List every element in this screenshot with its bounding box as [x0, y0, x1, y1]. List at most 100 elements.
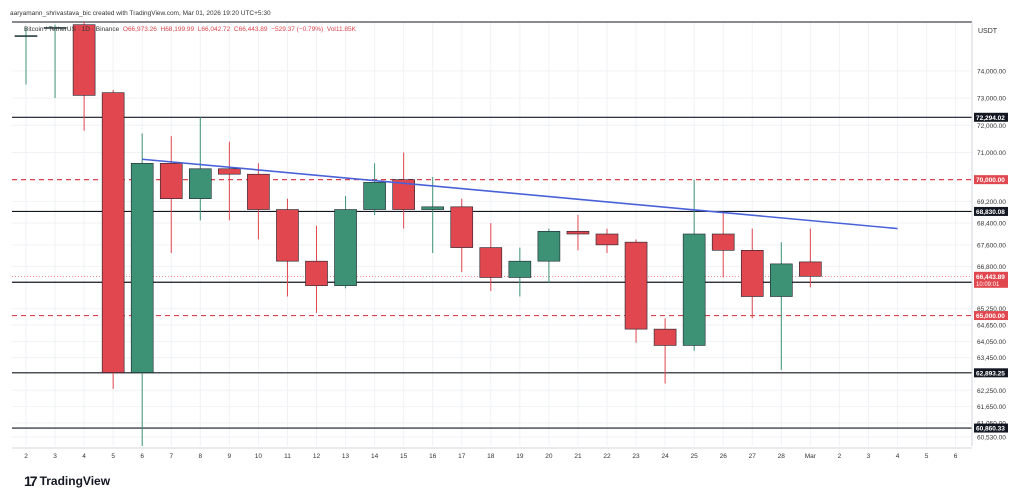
candle-body-3 — [101, 92, 125, 373]
candle-body-4 — [130, 163, 154, 373]
tradingview-logo-text: TradingView — [39, 474, 111, 488]
legend-open: O66,973.26 — [122, 26, 157, 33]
resistance-trendline — [142, 158, 898, 230]
candle-body-17 — [508, 260, 532, 278]
candle-body-11 — [334, 209, 357, 286]
currency-unit: USDT — [978, 28, 998, 35]
y-tick-label-12: 62,250.00 — [977, 388, 1006, 395]
candle-body-9 — [276, 209, 299, 262]
x-tick-label-10: 12 — [313, 453, 321, 460]
candle-body-20 — [595, 233, 619, 246]
x-tick-label-15: 17 — [458, 453, 466, 460]
candle-body-19 — [566, 230, 590, 235]
last-price-tag: 66,443.89 — [976, 274, 1005, 281]
candle-body-16 — [479, 247, 503, 278]
y-tick-label-15: 60,530.00 — [977, 435, 1006, 442]
x-tick-label-27: Mar — [805, 453, 817, 460]
candle-body-13 — [392, 179, 415, 210]
level-tag-6: 60,860.33 — [976, 426, 1005, 433]
x-tick-label-31: 5 — [925, 453, 929, 460]
candle-body-1 — [43, 27, 67, 29]
x-tick-label-28: 2 — [838, 453, 842, 460]
level-tag-1: 70,000.00 — [976, 177, 1005, 184]
y-tick-label-7: 66,800.00 — [977, 264, 1006, 271]
y-tick-label-13: 61,650.00 — [977, 404, 1006, 411]
level-tag-4: 65,000.00 — [976, 313, 1005, 320]
candle-body-5 — [159, 163, 183, 199]
x-tick-label-4: 6 — [140, 453, 144, 460]
x-tick-label-29: 3 — [867, 453, 871, 460]
y-tick-label-3: 71,000.00 — [977, 150, 1006, 157]
symbol-legend: Bitcoin / TetherUS · 1D · Binance O66,97… — [24, 26, 356, 33]
x-tick-label-32: 6 — [954, 453, 958, 460]
x-tick-label-14: 16 — [429, 453, 437, 460]
created-by-text: aaryamann_shrivastava_bic created with T… — [10, 10, 271, 17]
legend-change: −529.37 (−0.79%) — [271, 26, 324, 33]
candle-body-24 — [711, 233, 735, 251]
x-tick-label-26: 28 — [778, 453, 786, 460]
tradingview-logo[interactable]: 17 TradingView — [24, 473, 110, 489]
candle-body-7 — [218, 168, 241, 175]
candle-body-10 — [305, 260, 328, 286]
candle-body-0 — [14, 35, 38, 37]
x-tick-label-9: 11 — [284, 453, 291, 460]
candle-body-12 — [363, 182, 386, 210]
level-tag-5-bg — [974, 368, 1008, 378]
candle-body-8 — [247, 173, 270, 210]
legend-low: L66,042.72 — [197, 26, 231, 33]
x-tick-label-0: 2 — [24, 453, 28, 460]
y-tick-label-4: 69,200.00 — [977, 199, 1006, 206]
level-tag-6-bg — [974, 423, 1008, 433]
x-tick-label-7: 9 — [228, 453, 232, 460]
x-tick-label-22: 24 — [661, 453, 669, 460]
candle-body-21 — [624, 241, 648, 330]
level-tag-5: 62,893.25 — [976, 370, 1005, 377]
y-tick-label-6: 67,600.00 — [977, 242, 1006, 249]
legend-volume: Vol11.85K — [326, 26, 356, 33]
x-tick-label-2: 4 — [82, 453, 86, 460]
x-tick-label-20: 22 — [603, 453, 611, 460]
last-price-tag-bg — [974, 271, 1008, 288]
level-tag-0-bg — [974, 112, 1008, 122]
x-tick-label-8: 10 — [255, 453, 263, 460]
x-tick-label-1: 3 — [53, 453, 57, 460]
y-tick-label-10: 64,050.00 — [977, 339, 1006, 346]
x-tick-label-13: 15 — [400, 453, 408, 460]
candle-body-18 — [537, 230, 561, 262]
x-tick-label-30: 4 — [896, 453, 900, 460]
y-tick-label-11: 63,450.00 — [977, 355, 1006, 362]
x-tick-label-11: 13 — [342, 453, 350, 460]
legend-high: H68,199.99 — [160, 26, 195, 33]
y-tick-label-9: 64,650.00 — [977, 323, 1006, 330]
x-tick-label-19: 21 — [574, 453, 582, 460]
chart-grid — [12, 21, 972, 446]
level-tag-2: 68,830.08 — [976, 209, 1005, 216]
y-tick-label-0: 74,000.00 — [977, 68, 1006, 75]
level-tag-0: 72,294.02 — [976, 115, 1005, 122]
candle-body-27 — [799, 261, 822, 277]
candle-body-14 — [421, 206, 445, 210]
candle-body-15 — [450, 206, 474, 248]
x-tick-label-16: 18 — [487, 453, 495, 460]
x-tick-label-23: 25 — [691, 453, 699, 460]
x-tick-label-6: 8 — [198, 453, 202, 460]
candle-body-2 — [72, 24, 96, 96]
tradingview-logo-icon: 17 — [24, 473, 38, 489]
x-tick-label-21: 23 — [632, 453, 640, 460]
level-tag-4-bg — [974, 311, 1008, 321]
candle-body-22 — [653, 328, 677, 346]
y-tick-label-8: 65,250.00 — [977, 306, 1006, 313]
x-tick-label-17: 19 — [516, 453, 524, 460]
candle-body-25 — [740, 250, 764, 297]
candle-body-26 — [769, 263, 793, 297]
x-tick-label-12: 14 — [371, 453, 379, 460]
y-tick-label-1: 73,000.00 — [977, 96, 1006, 103]
y-tick-label-2: 72,000.00 — [977, 123, 1006, 130]
candlesticks — [14, 22, 822, 446]
symbol-name: Bitcoin / TetherUS · 1D · Binance — [24, 26, 120, 33]
time-axis: 2 3 4 5 6 7 8 9 10 11 12 13 14 15 16 17 18 19 20 21 22 23 24 25… — [12, 447, 972, 460]
x-tick-label-3: 5 — [111, 453, 115, 460]
x-tick-label-25: 27 — [749, 453, 757, 460]
candle-body-6 — [189, 168, 212, 199]
